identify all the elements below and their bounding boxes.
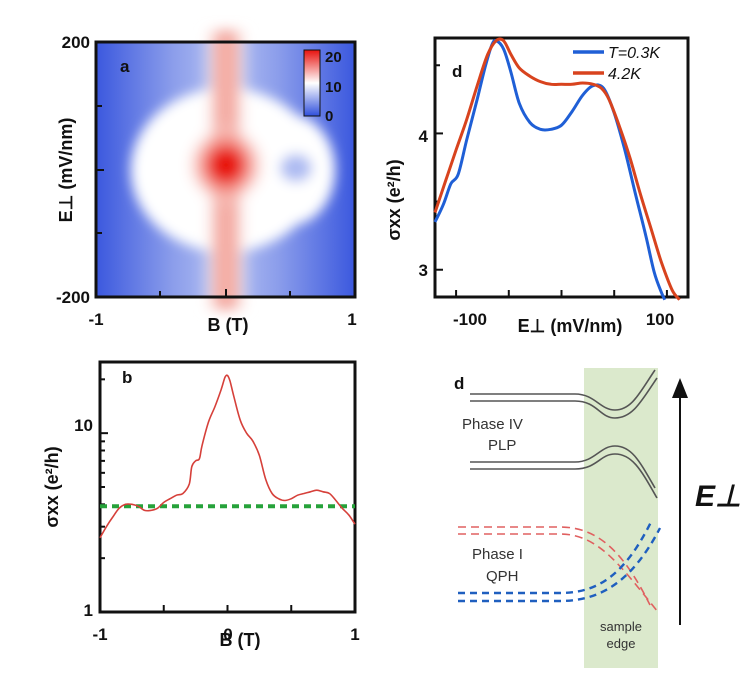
qph-label: QPH xyxy=(486,568,519,585)
level-iv-4 xyxy=(470,453,658,499)
level-iv-2 xyxy=(470,377,658,419)
schematic-letter: d xyxy=(454,374,464,393)
phase-i-blue-levels xyxy=(458,519,662,603)
panel-d-ytick-3: 3 xyxy=(419,261,428,280)
panel-a-letter: a xyxy=(120,57,130,76)
colorbar-tick-high: 20 xyxy=(325,49,342,66)
series-line-t-0-3k xyxy=(433,38,667,301)
panel-a: a 200 -200 -1 1 B (T) E⊥ (mV/nm) 20 10 0 xyxy=(56,30,357,335)
panel-d-xlabel: E⊥ (mV/nm) xyxy=(518,316,623,336)
level-i-red-1 xyxy=(458,526,651,606)
heatmap-features xyxy=(131,30,335,310)
energy-axis-arrowhead xyxy=(672,378,688,398)
panel-b-xtick-left: -1 xyxy=(92,625,107,644)
level-iv-1 xyxy=(470,369,656,411)
colorbar: 20 10 0 xyxy=(303,49,342,125)
panel-d-ticks xyxy=(435,64,668,297)
legend-label-t-4-2k: 4.2K xyxy=(608,66,642,83)
panel-d-letter: d xyxy=(452,62,462,81)
panel-d-ylabel: σxx (e²/h) xyxy=(384,159,404,240)
panel-b-letter: b xyxy=(122,368,132,387)
colorbar-tick-mid: 10 xyxy=(325,79,342,96)
level-i-blue-1 xyxy=(458,519,654,595)
panel-b-xlabel: B (T) xyxy=(220,630,261,650)
legend-label-t-0-3k: T=0.3K xyxy=(608,45,661,62)
heatmap-dip xyxy=(280,154,312,182)
level-iv-3 xyxy=(470,445,656,489)
phase-iv-label: Phase IV xyxy=(462,416,523,433)
panel-a-xtick-left: -1 xyxy=(88,310,103,329)
panel-a-ylabel: E⊥ (mV/nm) xyxy=(56,118,76,223)
panel-b-ytick-10: 10 xyxy=(74,416,93,435)
panel-b-xtick-right: 1 xyxy=(350,625,359,644)
level-i-red-2 xyxy=(458,533,659,613)
series-line-sigma-xx xyxy=(99,374,356,539)
phase-i-label: Phase I xyxy=(472,546,523,563)
edge-label: edge xyxy=(607,636,636,651)
sample-label: sample xyxy=(600,619,642,634)
panel-a-xlabel: B (T) xyxy=(208,315,249,335)
panel-a-ticks xyxy=(96,41,291,298)
panel-a-xtick-right: 1 xyxy=(347,310,356,329)
legend: T=0.3K 4.2K xyxy=(573,45,661,83)
panel-b-ytick-1: 1 xyxy=(84,601,93,620)
panel-d: d T=0.3K 4.2K 4 3 -100 100 E⊥ (mV/nm) σx… xyxy=(384,36,690,336)
panel-b-frame xyxy=(98,360,357,614)
panel-a-ytick-top: 200 xyxy=(62,33,90,52)
heatmap-peak-core xyxy=(211,150,241,180)
colorbar-tick-low: 0 xyxy=(325,108,333,125)
panel-d-xtick-left: -100 xyxy=(453,310,487,329)
energy-axis-label: E⊥ xyxy=(695,480,741,513)
phase-iv-levels xyxy=(470,369,658,499)
panel-a-ytick-bottom: -200 xyxy=(56,288,90,307)
series-line-t-4-2k xyxy=(433,37,681,301)
colorbar-gradient xyxy=(303,49,321,117)
plp-label: PLP xyxy=(488,437,516,454)
panel-d-xtick-right: 100 xyxy=(646,310,674,329)
panel-b-ylabel: σxx (e²/h) xyxy=(42,446,62,527)
panel-b-ticks xyxy=(99,378,356,613)
schematic: d Phase IV PLP Phase I QPH sample edge E… xyxy=(454,368,741,668)
panel-b: b 10 1 -1 0 1 B (T) σxx (e²/h) xyxy=(42,360,360,650)
panel-b-xtick-mid: 0 xyxy=(223,625,232,644)
panel-d-ytick-4: 4 xyxy=(419,127,429,146)
phase-i-red-levels xyxy=(458,526,659,613)
